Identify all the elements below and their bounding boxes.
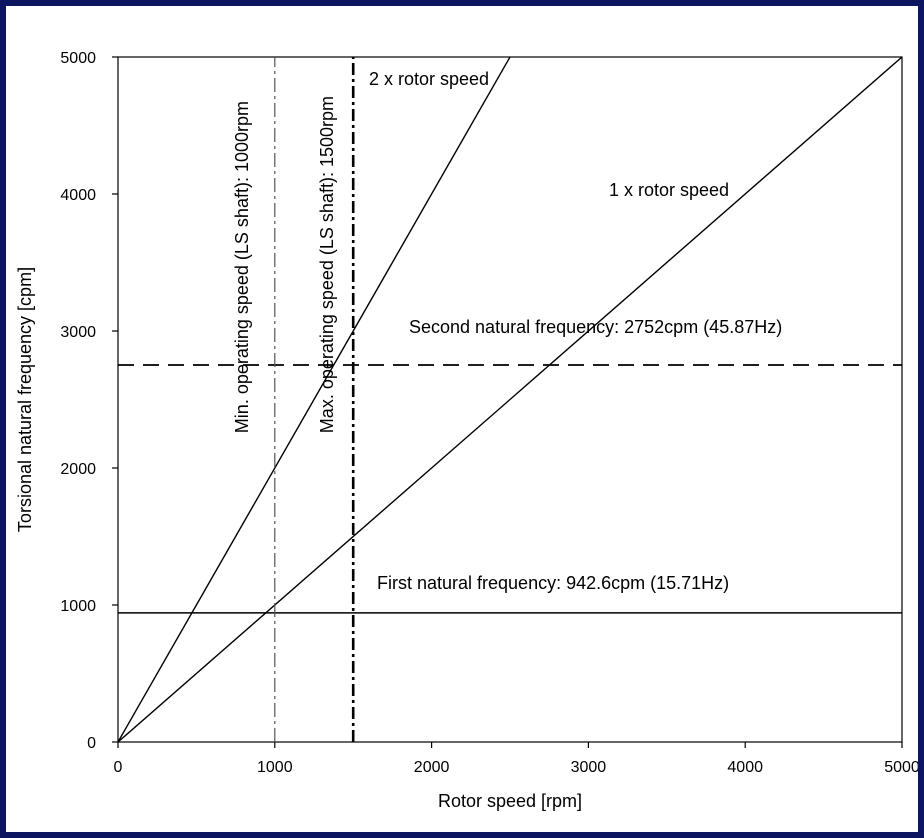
- label-first-natural-frequency: First natural frequency: 942.6cpm (15.71…: [377, 573, 729, 593]
- chart-frame: 0 1000 2000 3000 4000 5000 0 1000 2000 3000 4000 50…: [6, 6, 918, 832]
- label-max-operating-speed: Max. operating speed (LS shaft): 1500rpm: [317, 96, 337, 433]
- x-tick-label: 5000: [884, 759, 918, 776]
- y-tick-label: 0: [87, 735, 96, 752]
- y-tick-label: 1000: [60, 598, 96, 615]
- y-tick-label: 3000: [60, 324, 96, 341]
- label-2x-rotor-speed: 2 x rotor speed: [369, 69, 489, 89]
- chart: 0 1000 2000 3000 4000 5000 0 1000 2000 3000 4000 50…: [6, 6, 918, 832]
- x-tick-label: 3000: [571, 759, 607, 776]
- label-min-operating-speed: Min. operating speed (LS shaft): 1000rpm: [232, 101, 252, 433]
- y-axis-title: Torsional natural frequency [cpm]: [15, 267, 35, 532]
- y-tick-label: 2000: [60, 461, 96, 478]
- x-tick-label: 1000: [257, 759, 293, 776]
- x-axis-title: Rotor speed [rpm]: [438, 791, 582, 811]
- x-tick-label: 4000: [727, 759, 763, 776]
- x-tick-label: 0: [114, 759, 123, 776]
- x-tick-label: 2000: [414, 759, 450, 776]
- label-second-natural-frequency: Second natural frequency: 2752cpm (45.87…: [409, 317, 782, 337]
- y-tick-label: 5000: [60, 50, 96, 67]
- label-1x-rotor-speed: 1 x rotor speed: [609, 180, 729, 200]
- y-tick-label: 4000: [60, 187, 96, 204]
